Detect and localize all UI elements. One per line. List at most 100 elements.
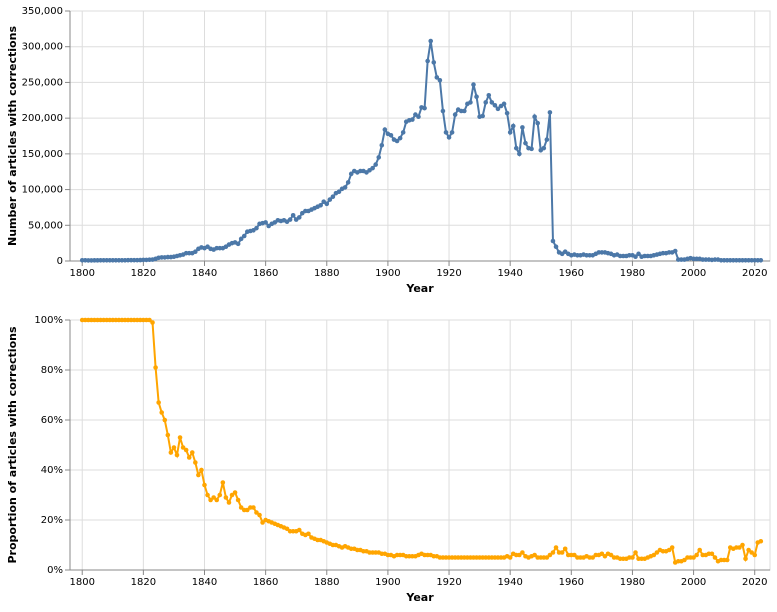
point <box>486 92 492 98</box>
point <box>682 557 687 563</box>
point <box>150 320 155 325</box>
point <box>330 194 336 200</box>
point <box>602 553 608 559</box>
point <box>296 527 302 533</box>
x-tick-label: 1840 <box>192 268 217 279</box>
point <box>544 137 550 142</box>
point <box>520 125 525 130</box>
point <box>633 254 638 260</box>
point <box>492 102 498 108</box>
point <box>348 171 354 177</box>
point <box>474 94 479 100</box>
x-tick-label: 1900 <box>375 268 400 279</box>
point <box>437 77 443 83</box>
point <box>550 550 556 555</box>
point <box>153 365 158 370</box>
point <box>666 547 672 553</box>
point <box>168 450 174 455</box>
point <box>547 552 553 558</box>
y-tick-label: 300,000 <box>22 42 63 53</box>
point <box>541 145 547 151</box>
y-tick-label: 150,000 <box>22 149 63 160</box>
point <box>193 249 198 255</box>
point <box>425 58 430 64</box>
point <box>434 75 440 80</box>
point <box>428 38 433 44</box>
y-tick-label: 80% <box>41 365 63 376</box>
point <box>287 217 293 222</box>
series-line <box>82 40 761 262</box>
y-tick-label: 100% <box>34 315 63 326</box>
point <box>232 490 238 495</box>
x-tick-label: 1960 <box>559 268 584 279</box>
x-tick-label: 1920 <box>436 577 461 588</box>
point <box>553 244 559 250</box>
point <box>712 555 718 560</box>
x-tick-label: 1800 <box>70 268 95 279</box>
y-tick-label: 40% <box>41 465 63 476</box>
point <box>691 555 696 560</box>
point <box>189 450 195 455</box>
point <box>244 507 250 513</box>
point <box>251 505 256 510</box>
x-tick-label: 1800 <box>70 577 95 588</box>
point <box>669 545 675 550</box>
point <box>211 495 216 500</box>
point <box>376 155 382 160</box>
point <box>422 105 427 111</box>
point <box>254 510 259 515</box>
point <box>562 546 568 552</box>
point <box>257 512 262 518</box>
point <box>327 197 333 202</box>
point <box>630 555 635 560</box>
point <box>397 135 403 141</box>
point <box>177 435 183 440</box>
point <box>324 201 330 207</box>
point <box>171 445 177 450</box>
point <box>235 241 241 247</box>
point <box>507 555 513 560</box>
y-tick-label: 0% <box>47 565 63 576</box>
y-tick-label: 60% <box>41 415 63 426</box>
point <box>740 542 745 548</box>
point <box>284 526 290 532</box>
x-axis-title: Year <box>405 591 434 604</box>
point <box>159 410 165 415</box>
point <box>379 142 385 148</box>
x-tick-label: 1980 <box>620 268 645 279</box>
x-tick-label: 1860 <box>253 268 278 279</box>
point <box>758 257 764 263</box>
point <box>241 233 247 239</box>
point <box>504 110 510 116</box>
point <box>513 145 519 151</box>
x-tick-label: 2020 <box>742 577 767 588</box>
point <box>758 538 764 544</box>
point <box>517 552 522 558</box>
point <box>749 550 754 555</box>
point <box>260 520 265 525</box>
point <box>202 482 207 488</box>
point <box>452 112 458 117</box>
point <box>162 417 168 423</box>
point <box>694 552 699 558</box>
point <box>306 531 311 537</box>
x-axis-title: Year <box>405 282 434 295</box>
point <box>226 500 232 505</box>
point <box>672 248 678 254</box>
point <box>523 140 528 146</box>
x-tick-label: 2000 <box>681 268 706 279</box>
x-tick-label: 1960 <box>559 577 584 588</box>
point <box>550 238 556 244</box>
point <box>471 82 476 87</box>
point <box>559 550 565 555</box>
point <box>440 108 446 114</box>
point <box>654 550 660 555</box>
x-tick-label: 1980 <box>620 577 645 588</box>
point <box>547 110 553 115</box>
point <box>752 552 758 558</box>
point <box>400 130 406 135</box>
point <box>510 123 516 129</box>
y-axis-title: Number of articles with corrections <box>6 26 19 246</box>
point <box>737 545 742 550</box>
point <box>345 180 351 185</box>
